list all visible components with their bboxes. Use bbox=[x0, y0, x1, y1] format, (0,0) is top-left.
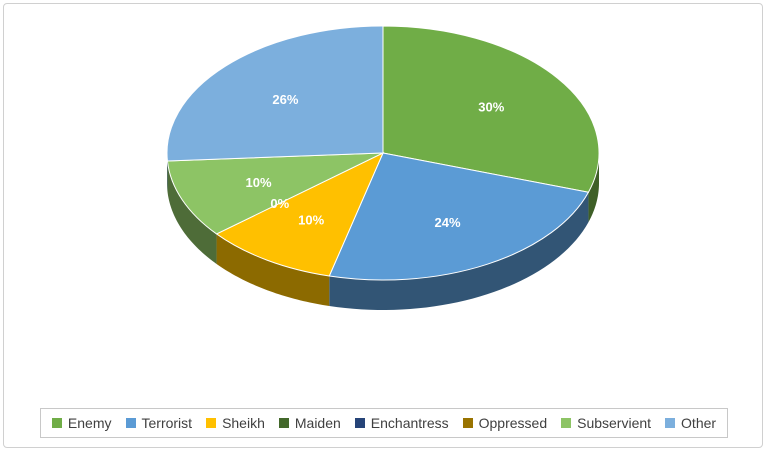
legend-item-sheikh: Sheikh bbox=[206, 415, 265, 431]
pie-slice-enemy bbox=[382, 25, 600, 193]
data-label-enemy: 30% bbox=[478, 100, 504, 115]
legend-swatch bbox=[462, 418, 473, 428]
legend-item-other: Other bbox=[665, 415, 716, 431]
legend-label: Maiden bbox=[294, 415, 341, 431]
legend-label: Sheikh bbox=[222, 415, 265, 431]
data-label-maiden: 0% bbox=[270, 196, 289, 211]
pie-side-enemy bbox=[588, 153, 599, 223]
legend-swatch bbox=[206, 418, 217, 428]
data-label-subservient: 10% bbox=[245, 175, 271, 190]
pie-slice-other bbox=[166, 25, 384, 162]
legend-label: Enemy bbox=[67, 415, 112, 431]
pie-top bbox=[166, 25, 600, 281]
legend-label: Terrorist bbox=[141, 415, 193, 431]
legend-swatch bbox=[561, 418, 572, 428]
legend-item-subservient: Subservient bbox=[561, 415, 651, 431]
pie-slice-sheikh bbox=[215, 151, 385, 277]
legend-label: Subservient bbox=[577, 415, 652, 431]
pie-side-terrorist bbox=[329, 192, 589, 310]
legend-swatch bbox=[354, 418, 365, 428]
legend-label: Other bbox=[681, 415, 717, 431]
legend-item-enchantress: Enchantress bbox=[354, 415, 449, 431]
legend-item-terrorist: Terrorist bbox=[125, 415, 193, 431]
pie-labels: 30% 24% 10% 0% 10% 26% bbox=[245, 92, 504, 230]
legend-item-maiden: Maiden bbox=[278, 415, 341, 431]
pie-side-sheikh bbox=[216, 233, 330, 307]
legend-swatch bbox=[278, 418, 289, 428]
pie-slice-terrorist bbox=[328, 152, 590, 281]
legend-item-oppressed: Oppressed bbox=[462, 415, 548, 431]
data-label-other: 26% bbox=[272, 92, 298, 107]
legend-label: Oppressed bbox=[478, 415, 548, 431]
legend-swatch bbox=[665, 418, 676, 428]
pie-slice-subservient bbox=[166, 152, 384, 235]
legend-swatch bbox=[51, 418, 62, 428]
legend-item-enemy: Enemy bbox=[51, 415, 112, 431]
legend-swatch bbox=[125, 418, 136, 428]
legend-label: Enchantress bbox=[370, 415, 449, 431]
chart-legend: Enemy Terrorist Sheikh Maiden Enchantress Opp… bbox=[40, 408, 728, 438]
data-label-terrorist: 24% bbox=[434, 215, 460, 230]
data-label-sheikh: 10% bbox=[298, 213, 324, 228]
